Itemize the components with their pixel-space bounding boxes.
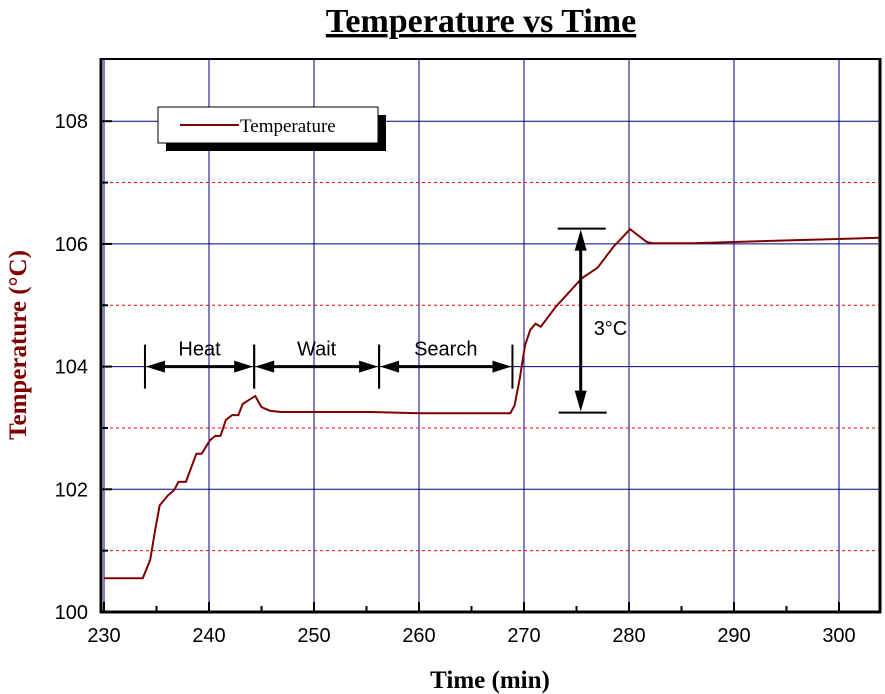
y-tick-label: 104 — [55, 357, 88, 379]
annotations: Heat Wait Search 3°C — [143, 227, 628, 414]
x-tick-label: 290 — [717, 625, 750, 647]
x-tick-label: 250 — [297, 625, 330, 647]
legend-label: Temperature — [240, 116, 336, 137]
y-tick-label: 106 — [55, 234, 88, 256]
x-tick-label: 270 — [507, 625, 540, 647]
y-tick-label: 100 — [55, 602, 88, 624]
phase-arrow-arrowhead-right — [492, 360, 512, 373]
axis-ticks: 230 240 250 260 270 280 290 300 100 102 104 106 108 — [55, 111, 856, 647]
x-tick-label: 280 — [612, 625, 645, 647]
delta-label: 3°C — [594, 318, 628, 340]
phase-label-search: Search — [414, 339, 477, 361]
phase-arrow-arrowhead-left — [255, 360, 275, 373]
chart-title: Temperature vs Time — [326, 3, 636, 40]
delta-arrowhead-down — [574, 390, 587, 412]
phase-arrow-arrowhead-left — [380, 360, 400, 373]
phase-arrow-arrowhead-right — [359, 360, 379, 373]
y-tick-label: 108 — [55, 111, 88, 133]
legend: Temperature — [157, 106, 386, 151]
x-tick-label: 230 — [87, 625, 120, 647]
phase-arrow-arrowhead-left — [145, 360, 165, 373]
series-line-temperature — [104, 227, 880, 580]
x-tick-label: 300 — [822, 625, 855, 647]
phase-label-heat: Heat — [178, 339, 221, 361]
x-tick-label: 240 — [192, 625, 225, 647]
x-tick-label: 260 — [402, 625, 435, 647]
y-axis-label: Temperature (°C) — [5, 250, 32, 440]
delta-arrowhead-up — [574, 229, 587, 251]
y-tick-label: 102 — [55, 479, 88, 501]
x-axis-label: Time (min) — [430, 667, 550, 694]
phase-arrow-arrowhead-right — [234, 360, 254, 373]
phase-label-wait: Wait — [297, 339, 337, 361]
